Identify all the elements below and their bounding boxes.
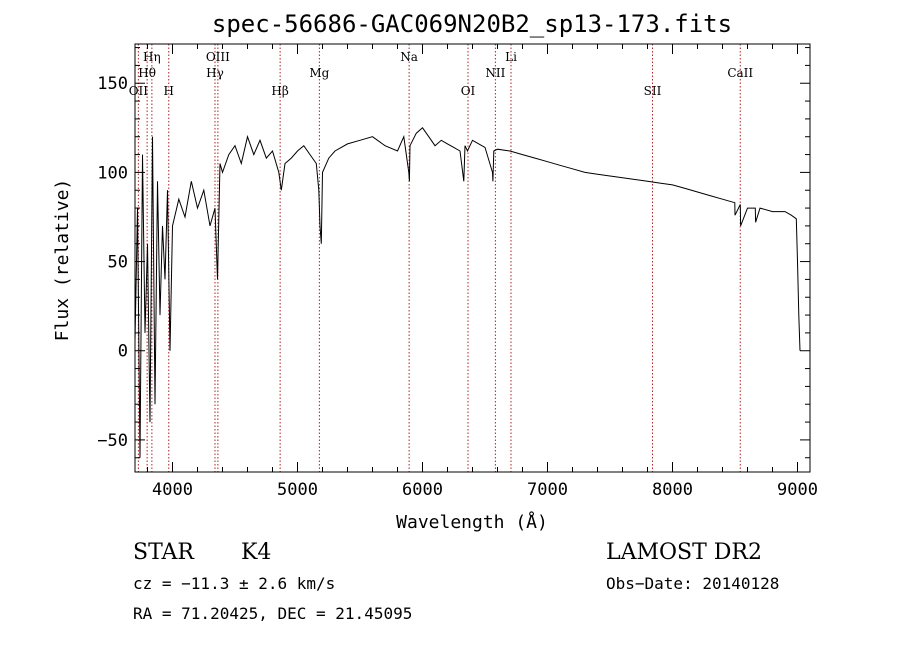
plot-frame (134, 43, 811, 473)
y-axis-label: Flux (relative) (52, 179, 73, 342)
line-label: SII (644, 84, 662, 98)
chart-title: spec-56686-GAC069N20B2_sp13-173.fits (212, 10, 732, 38)
line-label: Mg (309, 66, 329, 80)
emission-line-markers (137, 44, 741, 472)
x-tick-label: 8000 (652, 480, 693, 500)
line-label: Li (505, 50, 517, 64)
object-class: STAR (133, 540, 195, 565)
y-tick-label: 0 (118, 342, 128, 362)
line-label: OII (129, 84, 149, 98)
x-tick-label: 6000 (402, 480, 443, 500)
y-tick-label: 50 (108, 253, 128, 273)
y-tick-label: 150 (97, 74, 128, 94)
line-label: Hγ (206, 66, 224, 80)
survey-name: LAMOST DR2 (606, 540, 762, 565)
line-label: CaII (727, 66, 753, 80)
line-label: OI (461, 84, 476, 98)
line-label: Hβ (271, 84, 288, 98)
redshift-cz: cz = −11.3 ± 2.6 km/s (133, 574, 335, 593)
axis-ticks (135, 44, 810, 472)
tick-labels: 4000 5000 6000 7000 8000 9000 −50 0 50 100 150 Hη Hθ… (97, 50, 818, 500)
y-tick-label: 100 (97, 163, 128, 183)
line-label: Hθ (138, 66, 156, 80)
line-label: Na (400, 50, 418, 64)
x-tick-label: 9000 (777, 480, 818, 500)
y-tick-label: −50 (97, 431, 128, 451)
line-label: H (164, 84, 174, 98)
x-tick-label: 7000 (527, 480, 568, 500)
line-label: NII (485, 66, 505, 80)
observation-date: Obs−Date: 20140128 (606, 574, 779, 593)
spectrum-line (134, 127, 801, 458)
object-subclass: K4 (241, 540, 271, 565)
coordinates: RA = 71.20425, DEC = 21.45095 (133, 604, 412, 623)
line-label: Hη (143, 50, 161, 64)
x-tick-label: 4000 (152, 480, 193, 500)
line-label: OIII (206, 50, 230, 64)
x-tick-label: 5000 (277, 480, 318, 500)
x-axis-label: Wavelength (Å) (396, 511, 548, 533)
